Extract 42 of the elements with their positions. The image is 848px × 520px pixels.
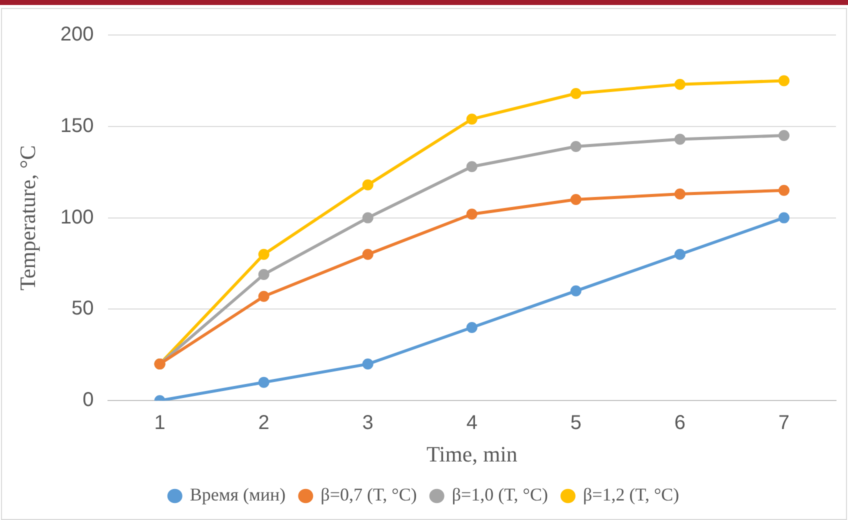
x-tick-label: 1 xyxy=(154,412,166,434)
point xyxy=(778,212,790,224)
y-axis-title: Temperature, °C xyxy=(14,145,40,290)
point xyxy=(570,194,582,206)
point xyxy=(674,188,686,200)
point xyxy=(466,208,478,220)
point xyxy=(674,134,686,145)
point xyxy=(466,322,478,333)
point xyxy=(778,75,790,86)
point xyxy=(362,358,374,370)
x-tick-label: 3 xyxy=(362,412,374,434)
y-tick-label: 100 xyxy=(60,206,94,228)
point xyxy=(258,376,270,388)
point xyxy=(674,248,686,260)
point xyxy=(258,248,270,260)
point xyxy=(674,78,686,90)
point xyxy=(570,88,582,99)
point xyxy=(570,285,582,296)
x-tick-label: 4 xyxy=(466,412,478,434)
x-tick-label: 5 xyxy=(570,412,582,434)
point xyxy=(466,114,478,125)
legend-label: β=1,0 (T, °C) xyxy=(452,484,548,505)
legend-label: Время (мин) xyxy=(190,484,286,505)
point xyxy=(258,290,270,302)
y-tick-label: 0 xyxy=(82,389,94,412)
legend-label: β=0,7 (T, °C) xyxy=(320,484,417,505)
y-tick-label: 50 xyxy=(72,298,94,320)
x-tick-label: 2 xyxy=(258,412,270,434)
x-axis-title: Time, min xyxy=(426,442,518,467)
point xyxy=(362,179,374,190)
point xyxy=(778,184,790,196)
point xyxy=(466,161,478,172)
x-tick-label: 7 xyxy=(778,412,790,434)
y-tick-label: 150 xyxy=(60,114,94,137)
point xyxy=(362,212,374,224)
x-tick-label: 6 xyxy=(674,412,686,434)
point xyxy=(362,248,374,260)
point xyxy=(778,130,790,142)
y-tick-label: 200 xyxy=(60,24,94,46)
legend-label: β=1,2 (T, °C) xyxy=(582,484,680,505)
point xyxy=(570,141,582,152)
point xyxy=(258,268,270,280)
